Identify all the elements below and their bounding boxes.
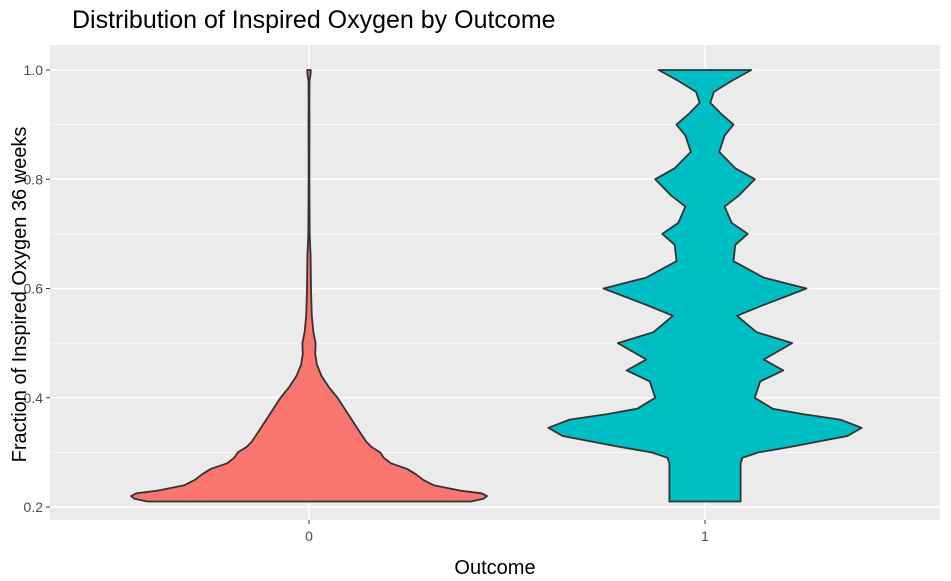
chart-title: Distribution of Inspired Oxygen by Outco… — [72, 6, 556, 34]
y-axis-title: Fraction of Inspired Oxygen 36 weeks — [9, 127, 31, 463]
violin-outcome-0 — [130, 69, 488, 503]
violin-outcome-1 — [547, 69, 863, 503]
x-tick-label: 0 — [305, 528, 313, 544]
y-axis: 0.2 0.4 0.6 0.8 1.0 — [24, 62, 50, 515]
y-tick-label: 0.8 — [24, 171, 44, 187]
y-tick-label: 0.2 — [24, 499, 44, 515]
plot-background — [50, 45, 940, 520]
y-tick-label: 1.0 — [24, 62, 44, 78]
violins — [130, 69, 863, 503]
y-tick-label: 0.6 — [24, 281, 44, 297]
x-tick-label: 1 — [701, 528, 709, 544]
y-tick-label: 0.4 — [24, 390, 44, 406]
x-axis-title: Outcome — [454, 557, 535, 579]
